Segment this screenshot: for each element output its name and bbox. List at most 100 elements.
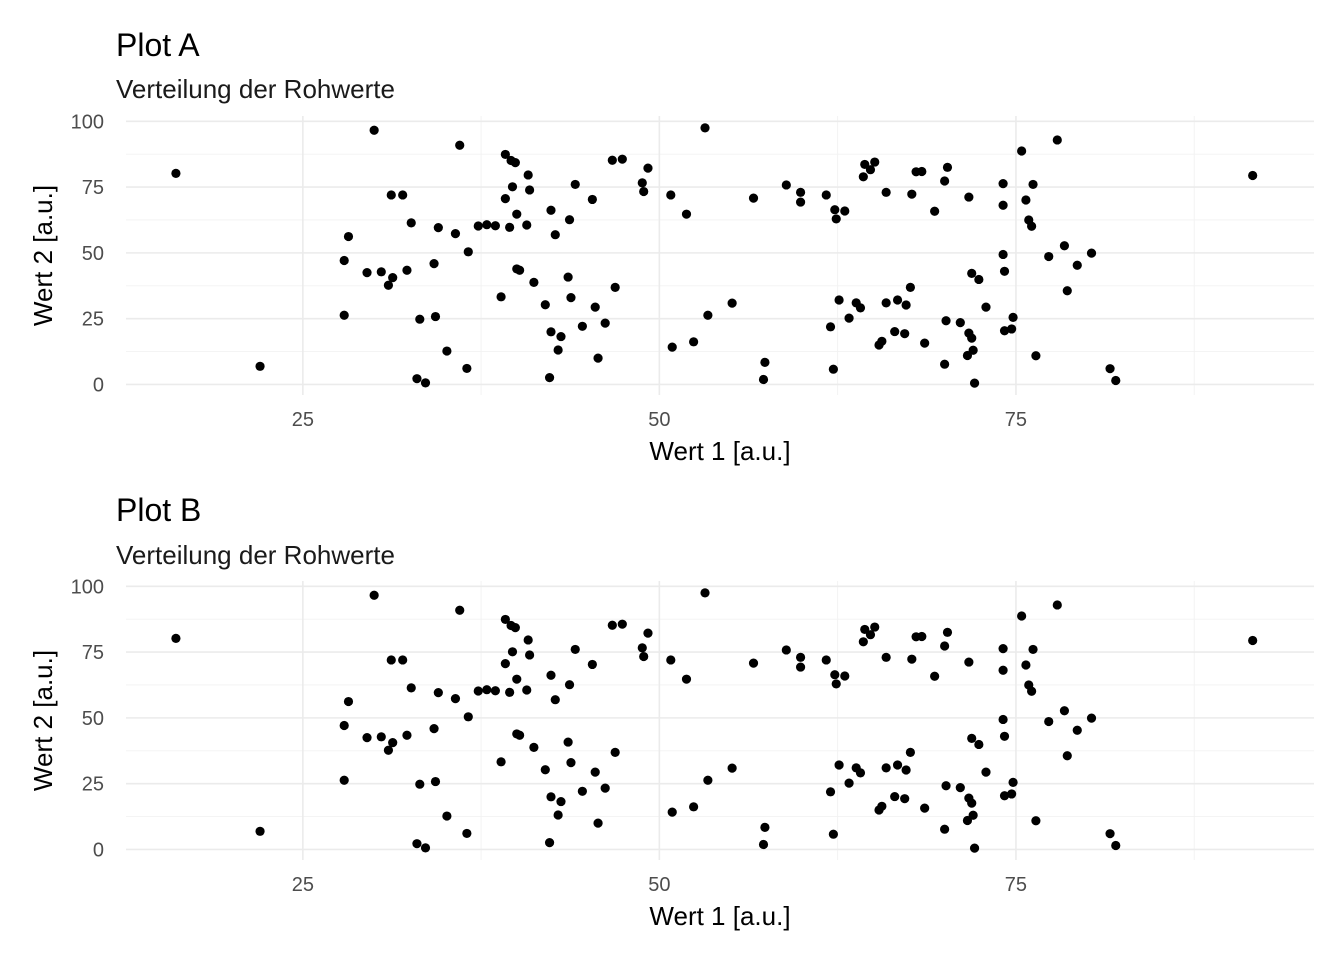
data-point	[840, 206, 850, 216]
data-point	[727, 763, 737, 773]
data-point	[1072, 260, 1082, 270]
data-point	[969, 843, 980, 853]
data-point	[892, 295, 903, 305]
data-point	[968, 810, 978, 820]
data-point	[1052, 135, 1062, 145]
data-point	[940, 824, 950, 834]
data-point	[510, 622, 520, 633]
data-point	[681, 209, 692, 219]
data-point	[433, 223, 443, 233]
data-point	[450, 229, 461, 239]
data-point	[462, 828, 472, 839]
data-point	[855, 768, 866, 778]
data-point	[570, 179, 580, 190]
data-point	[442, 811, 452, 821]
data-point	[463, 247, 473, 257]
data-point	[529, 277, 539, 287]
data-point	[610, 747, 620, 757]
data-point	[577, 786, 587, 796]
data-point	[881, 187, 891, 197]
data-point	[795, 187, 806, 197]
data-point	[881, 763, 891, 773]
y-tick-label: 25	[82, 774, 104, 796]
x-tick-label: 25	[292, 409, 314, 431]
data-point	[1028, 179, 1038, 190]
data-point	[523, 170, 533, 180]
data-point	[171, 633, 181, 643]
data-point	[1008, 777, 1018, 787]
data-point	[412, 374, 422, 384]
data-point	[999, 326, 1010, 336]
y-axis-label: Wert 2 [a.u.]	[28, 650, 58, 791]
data-point	[553, 810, 563, 820]
data-point	[433, 688, 443, 698]
data-point	[969, 378, 980, 388]
data-point	[998, 714, 1008, 725]
data-point	[430, 311, 441, 322]
data-point	[795, 652, 806, 662]
data-point	[473, 221, 483, 231]
data-point	[689, 337, 699, 347]
data-point	[343, 696, 354, 707]
data-point	[890, 326, 900, 337]
data-point	[512, 674, 522, 684]
data-point	[795, 662, 806, 672]
data-point	[1072, 725, 1082, 735]
data-point	[907, 654, 917, 664]
data-point	[890, 791, 900, 802]
data-point	[900, 329, 910, 339]
data-point	[388, 273, 398, 283]
data-point	[339, 255, 349, 266]
chart-subtitle: Verteilung der Rohwerte	[116, 540, 395, 570]
data-point	[546, 670, 556, 680]
data-point	[999, 266, 1010, 276]
data-point	[1105, 364, 1115, 374]
data-point	[825, 322, 836, 332]
x-axis-label: Wert 1 [a.u.]	[649, 436, 790, 466]
data-point	[1059, 706, 1070, 716]
data-point	[570, 644, 580, 655]
data-point	[386, 190, 396, 200]
data-point	[1044, 251, 1054, 262]
data-point	[999, 791, 1010, 801]
scatter-panel-b: 25 50 75 0 25 50 75 100 Plot B Verteilung der Roh…	[28, 492, 1314, 931]
data-point	[1021, 195, 1031, 205]
data-point	[840, 671, 850, 681]
data-point	[566, 293, 576, 303]
data-point	[523, 635, 533, 645]
x-tick-label: 75	[1005, 874, 1027, 896]
data-point	[941, 316, 951, 326]
data-point	[610, 282, 620, 292]
chart-subtitle: Verteilung der Rohwerte	[116, 74, 395, 104]
data-point	[940, 359, 950, 369]
data-point	[522, 685, 532, 695]
data-point	[507, 182, 518, 192]
data-point	[998, 249, 1008, 260]
data-point	[855, 303, 866, 313]
data-point	[828, 829, 838, 839]
data-point	[1105, 829, 1115, 839]
y-tick-label: 0	[93, 374, 104, 396]
data-point	[667, 342, 677, 352]
data-point	[546, 792, 556, 802]
data-point	[339, 310, 349, 320]
data-point	[1031, 351, 1041, 361]
data-point	[830, 205, 840, 215]
data-point	[639, 186, 649, 197]
data-point	[255, 826, 265, 836]
data-point	[540, 765, 550, 775]
data-point	[505, 687, 515, 697]
data-point	[930, 671, 940, 681]
data-point	[1007, 324, 1017, 334]
data-point	[1062, 751, 1072, 761]
data-point	[1062, 286, 1072, 296]
data-point	[881, 652, 891, 662]
data-point	[383, 745, 394, 755]
data-point	[463, 712, 473, 722]
x-axis-label: Wert 1 [a.u.]	[649, 901, 790, 931]
data-point	[540, 300, 550, 310]
data-point	[490, 221, 500, 231]
data-point	[974, 274, 984, 285]
data-point	[831, 214, 841, 224]
data-point	[781, 645, 791, 655]
